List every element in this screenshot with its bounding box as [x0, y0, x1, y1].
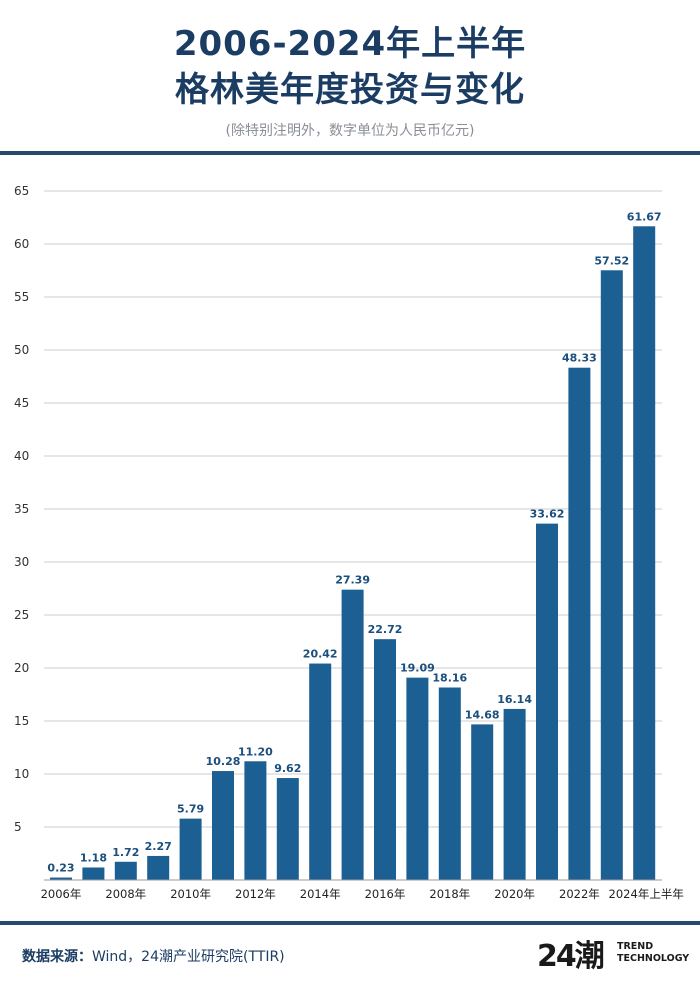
x-tick-label: 2008年 [105, 887, 146, 901]
y-tick-label: 50 [14, 343, 29, 357]
bar [276, 778, 299, 880]
bar [147, 855, 170, 880]
y-tick-label: 5 [14, 820, 22, 834]
data-label: 2.27 [145, 840, 172, 853]
data-label: 1.18 [80, 851, 107, 864]
bar [244, 761, 267, 880]
data-label: 22.72 [368, 623, 403, 636]
data-label: 9.62 [274, 762, 301, 775]
bar [114, 861, 137, 880]
data-label: 18.16 [432, 672, 467, 685]
y-tick-label: 10 [14, 767, 29, 781]
x-tick-label: 2010年 [170, 887, 211, 901]
bar [82, 867, 105, 880]
bar [471, 724, 494, 880]
x-tick-label: 2022年 [559, 887, 600, 901]
data-label: 27.39 [335, 574, 370, 587]
bar [438, 687, 461, 880]
bar [503, 708, 526, 880]
bar [212, 771, 234, 880]
data-label: 1.72 [112, 846, 139, 859]
x-tick-label: 2012年 [235, 887, 276, 901]
bar [341, 589, 364, 880]
chart-title-line1: 2006-2024年上半年 [173, 24, 527, 64]
bar [568, 367, 591, 880]
brand-mark: 24潮 [537, 939, 605, 974]
bar [600, 270, 623, 881]
x-tick-label: 2024年上半年 [609, 887, 684, 901]
brand-line2: TECHNOLOGY [617, 953, 690, 964]
x-tick-label: 2016年 [365, 887, 406, 901]
x-tick-label: 2006年 [41, 887, 82, 901]
y-tick-label: 25 [14, 608, 29, 622]
data-source-label: 数据来源： [22, 949, 92, 965]
bar [633, 226, 656, 881]
chart-title-line2: 格林美年度投资与变化 [175, 70, 525, 110]
data-label: 33.62 [530, 508, 565, 521]
bar [179, 818, 202, 880]
data-label: 0.23 [47, 862, 74, 875]
data-label: 20.42 [303, 648, 338, 661]
x-tick-label: 2014年 [300, 887, 341, 901]
bar-layer [50, 226, 656, 881]
y-tick-label: 35 [14, 502, 29, 516]
y-tick-label: 20 [14, 661, 29, 675]
data-label: 11.20 [238, 745, 273, 758]
y-tick-label: 30 [14, 555, 29, 569]
y-tick-label: 65 [14, 184, 29, 198]
y-tick-label: 40 [14, 449, 29, 463]
brand-logo: 24潮 TREND TECHNOLOGY [537, 937, 689, 977]
data-label: 5.79 [177, 803, 204, 816]
axis-layer: 5 10 15 20 25 30 35 40 45 50 55 60 65 2006年 2008年 2010年… [14, 184, 684, 901]
y-tick-label: 55 [14, 290, 29, 304]
data-source-text: Wind，24潮产业研究院(TTIR) [92, 949, 285, 965]
bar [50, 877, 72, 880]
bar [309, 663, 332, 880]
data-label: 14.68 [465, 708, 500, 721]
data-label: 10.28 [206, 755, 241, 768]
data-label: 61.67 [627, 210, 662, 223]
bar [406, 677, 429, 880]
footer-divider [0, 921, 700, 925]
data-label: 16.14 [497, 693, 532, 706]
chart-subtitle: (除特别注明外，数字单位为人民币亿元) [225, 123, 475, 139]
bar [374, 639, 396, 880]
brand-text: TREND TECHNOLOGY [617, 941, 689, 965]
y-tick-label: 15 [14, 714, 29, 728]
data-label: 57.52 [594, 254, 629, 267]
header-divider [0, 151, 700, 155]
bar [536, 523, 558, 880]
x-tick-label: 2020年 [494, 887, 535, 901]
y-tick-label: 60 [14, 237, 29, 251]
y-tick-label: 45 [14, 396, 29, 410]
x-tick-label: 2018年 [429, 887, 470, 901]
data-label: 48.33 [562, 352, 597, 365]
brand-line1: TREND [617, 941, 654, 952]
data-source: 数据来源：Wind，24潮产业研究院(TTIR) [22, 946, 285, 966]
data-label: 19.09 [400, 662, 435, 675]
